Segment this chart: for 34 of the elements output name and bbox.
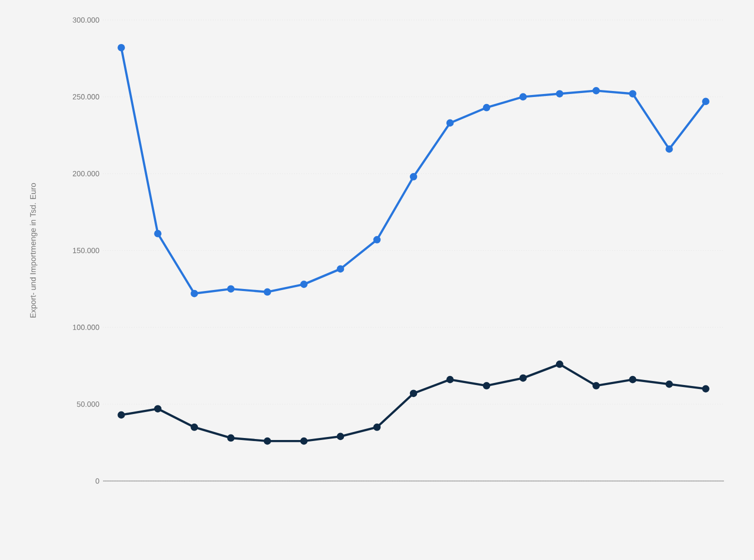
point xyxy=(410,390,418,398)
point xyxy=(628,376,636,384)
point xyxy=(154,230,162,238)
point xyxy=(154,405,162,412)
point xyxy=(519,93,527,101)
point xyxy=(373,236,381,244)
point xyxy=(410,173,418,180)
point xyxy=(190,424,198,431)
point xyxy=(336,432,344,440)
point xyxy=(300,280,308,288)
point xyxy=(264,288,272,296)
point xyxy=(592,382,600,390)
point xyxy=(118,44,125,52)
point xyxy=(666,380,673,388)
point xyxy=(190,290,198,298)
point xyxy=(592,87,600,94)
point xyxy=(702,385,710,392)
point xyxy=(482,382,490,390)
point xyxy=(227,434,235,442)
point xyxy=(446,376,454,384)
point xyxy=(264,437,272,445)
point xyxy=(666,145,673,153)
point xyxy=(300,437,308,445)
point xyxy=(519,374,527,382)
point xyxy=(336,265,344,273)
point xyxy=(227,285,235,293)
point xyxy=(628,90,636,98)
point xyxy=(118,411,125,419)
point xyxy=(446,119,454,127)
point xyxy=(373,424,381,431)
point xyxy=(702,98,710,106)
point xyxy=(556,360,564,368)
point xyxy=(482,104,490,112)
point xyxy=(556,90,564,98)
